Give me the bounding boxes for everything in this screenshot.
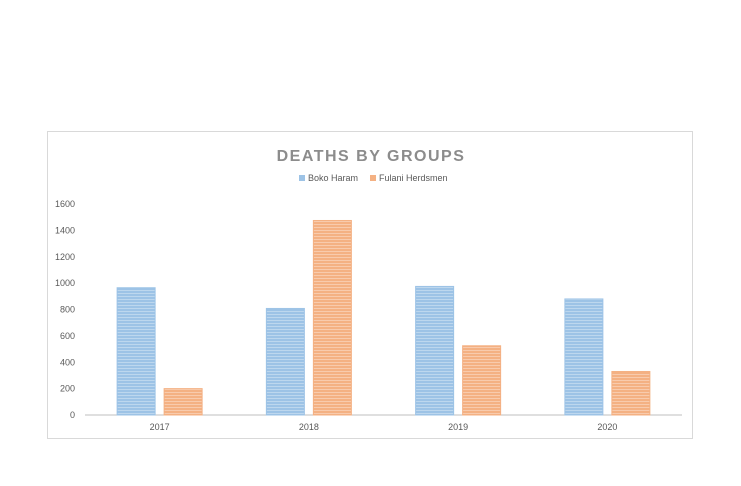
y-tick-label: 1400 (55, 225, 75, 235)
bar-boko-haram-2020 (564, 298, 604, 416)
legend-swatch (370, 175, 376, 181)
y-axis: 0 200 400 600 800 1000 1200 1400 1600 (55, 199, 75, 420)
y-tick-label: 1000 (55, 278, 75, 288)
bar-boko-haram-2017 (116, 287, 156, 416)
bar-fulani-herdsmen-2018 (312, 219, 352, 416)
y-tick-label: 1200 (55, 252, 75, 262)
legend-label: Boko Haram (308, 173, 358, 183)
legend: Boko Haram Fulani Herdsmen (299, 173, 448, 183)
bar-boko-haram-2018 (265, 307, 305, 416)
chart-title: DEATHS BY GROUPS (277, 148, 466, 165)
bar-boko-haram-2019 (415, 285, 455, 416)
y-tick-label: 0 (70, 410, 75, 420)
x-tick-label: 2020 (597, 422, 617, 432)
legend-label: Fulani Herdsmen (379, 173, 448, 183)
y-tick-label: 600 (60, 331, 75, 341)
x-axis: 2017 2018 2019 2020 (85, 414, 682, 432)
bar-chart: DEATHS BY GROUPS Boko Haram Fulani Herdsm… (55, 148, 682, 432)
y-tick-label: 400 (60, 357, 75, 367)
x-tick-label: 2018 (299, 422, 319, 432)
bars (116, 219, 651, 416)
legend-swatch (299, 175, 305, 181)
bar-fulani-herdsmen-2020 (611, 370, 651, 416)
bar-fulani-herdsmen-2017 (163, 388, 203, 416)
x-tick-label: 2019 (448, 422, 468, 432)
y-tick-label: 1600 (55, 199, 75, 209)
y-tick-label: 800 (60, 305, 75, 315)
y-tick-label: 200 (60, 384, 75, 394)
bar-fulani-herdsmen-2019 (462, 345, 502, 416)
x-tick-label: 2017 (150, 422, 170, 432)
chart-area: DEATHS BY GROUPS Boko Haram Fulani Herdsm… (47, 131, 693, 439)
